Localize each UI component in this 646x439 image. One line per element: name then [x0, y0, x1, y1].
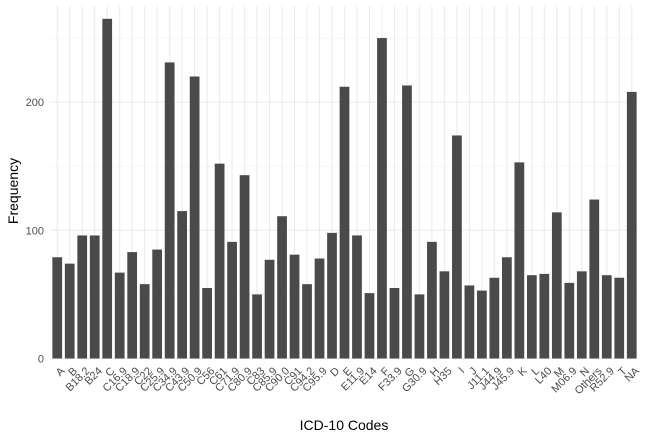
bar-C25.9	[152, 249, 163, 359]
bar-J	[464, 285, 475, 359]
bar-F33.9	[389, 288, 400, 359]
y-axis-title: Frequency	[5, 158, 21, 224]
bar-R52.9	[601, 275, 612, 359]
bar-C50.9	[189, 76, 200, 359]
bar-C71.9	[227, 241, 237, 359]
bar-C85.9	[264, 259, 275, 359]
bar-M	[551, 212, 562, 359]
bar-C94.2	[302, 284, 312, 359]
bar-K	[514, 162, 525, 359]
bar-C18.9	[127, 252, 138, 359]
bar-E14	[364, 293, 375, 359]
bar-C16.9	[114, 272, 125, 359]
bar-I	[452, 135, 462, 359]
y-tick-label: 100	[26, 225, 44, 237]
x-axis: ABB18.2B24CC16.9C18.9C22C25.9C34.9C43.9C…	[54, 365, 643, 397]
bar-N	[576, 271, 587, 359]
x-tick-label: K	[516, 365, 530, 379]
bar-J44.9	[489, 277, 500, 359]
bars-layer	[52, 18, 637, 359]
bar-C22	[139, 284, 150, 359]
bar-L	[526, 275, 537, 359]
bar-M06.9	[564, 282, 575, 359]
x-axis-title: ICD-10 Codes	[300, 417, 389, 433]
bar-C34.9	[164, 62, 175, 359]
bar-H35	[439, 271, 450, 359]
bar-H	[427, 241, 437, 359]
bar-B	[64, 263, 75, 359]
bar-C43.9	[177, 211, 188, 359]
bar-T	[614, 277, 625, 359]
x-tick-label: A	[54, 365, 68, 379]
bar-G	[402, 85, 412, 359]
bar-G30.9	[414, 294, 425, 359]
bar-C90.0	[277, 216, 287, 359]
x-tick-label: NA	[623, 365, 643, 385]
bar-C61	[214, 163, 225, 359]
bar-F	[377, 38, 387, 359]
bar-C80.9	[239, 175, 250, 359]
bar-E11.9	[352, 235, 362, 359]
bar-B18.2	[77, 235, 88, 359]
y-axis: 0 100 200	[26, 97, 44, 365]
bar-E	[339, 86, 350, 359]
y-tick-label: 200	[26, 97, 44, 109]
x-tick-label: D	[328, 365, 342, 379]
bar-NA	[626, 91, 637, 359]
x-tick-label: I	[456, 365, 467, 376]
bar-Others	[589, 199, 600, 359]
bar-C	[102, 18, 113, 359]
bar-A	[52, 257, 63, 359]
bar-C83	[252, 294, 262, 359]
bar-C95.9	[314, 258, 325, 359]
bar-D	[327, 232, 337, 359]
bar-J11.1	[477, 290, 487, 359]
bar-J45.9	[501, 257, 512, 359]
bar-L40	[539, 273, 550, 359]
bar-C56	[202, 288, 212, 359]
bar-B24	[89, 235, 100, 359]
bar-C91	[289, 254, 300, 359]
y-tick-label: 0	[38, 354, 44, 366]
